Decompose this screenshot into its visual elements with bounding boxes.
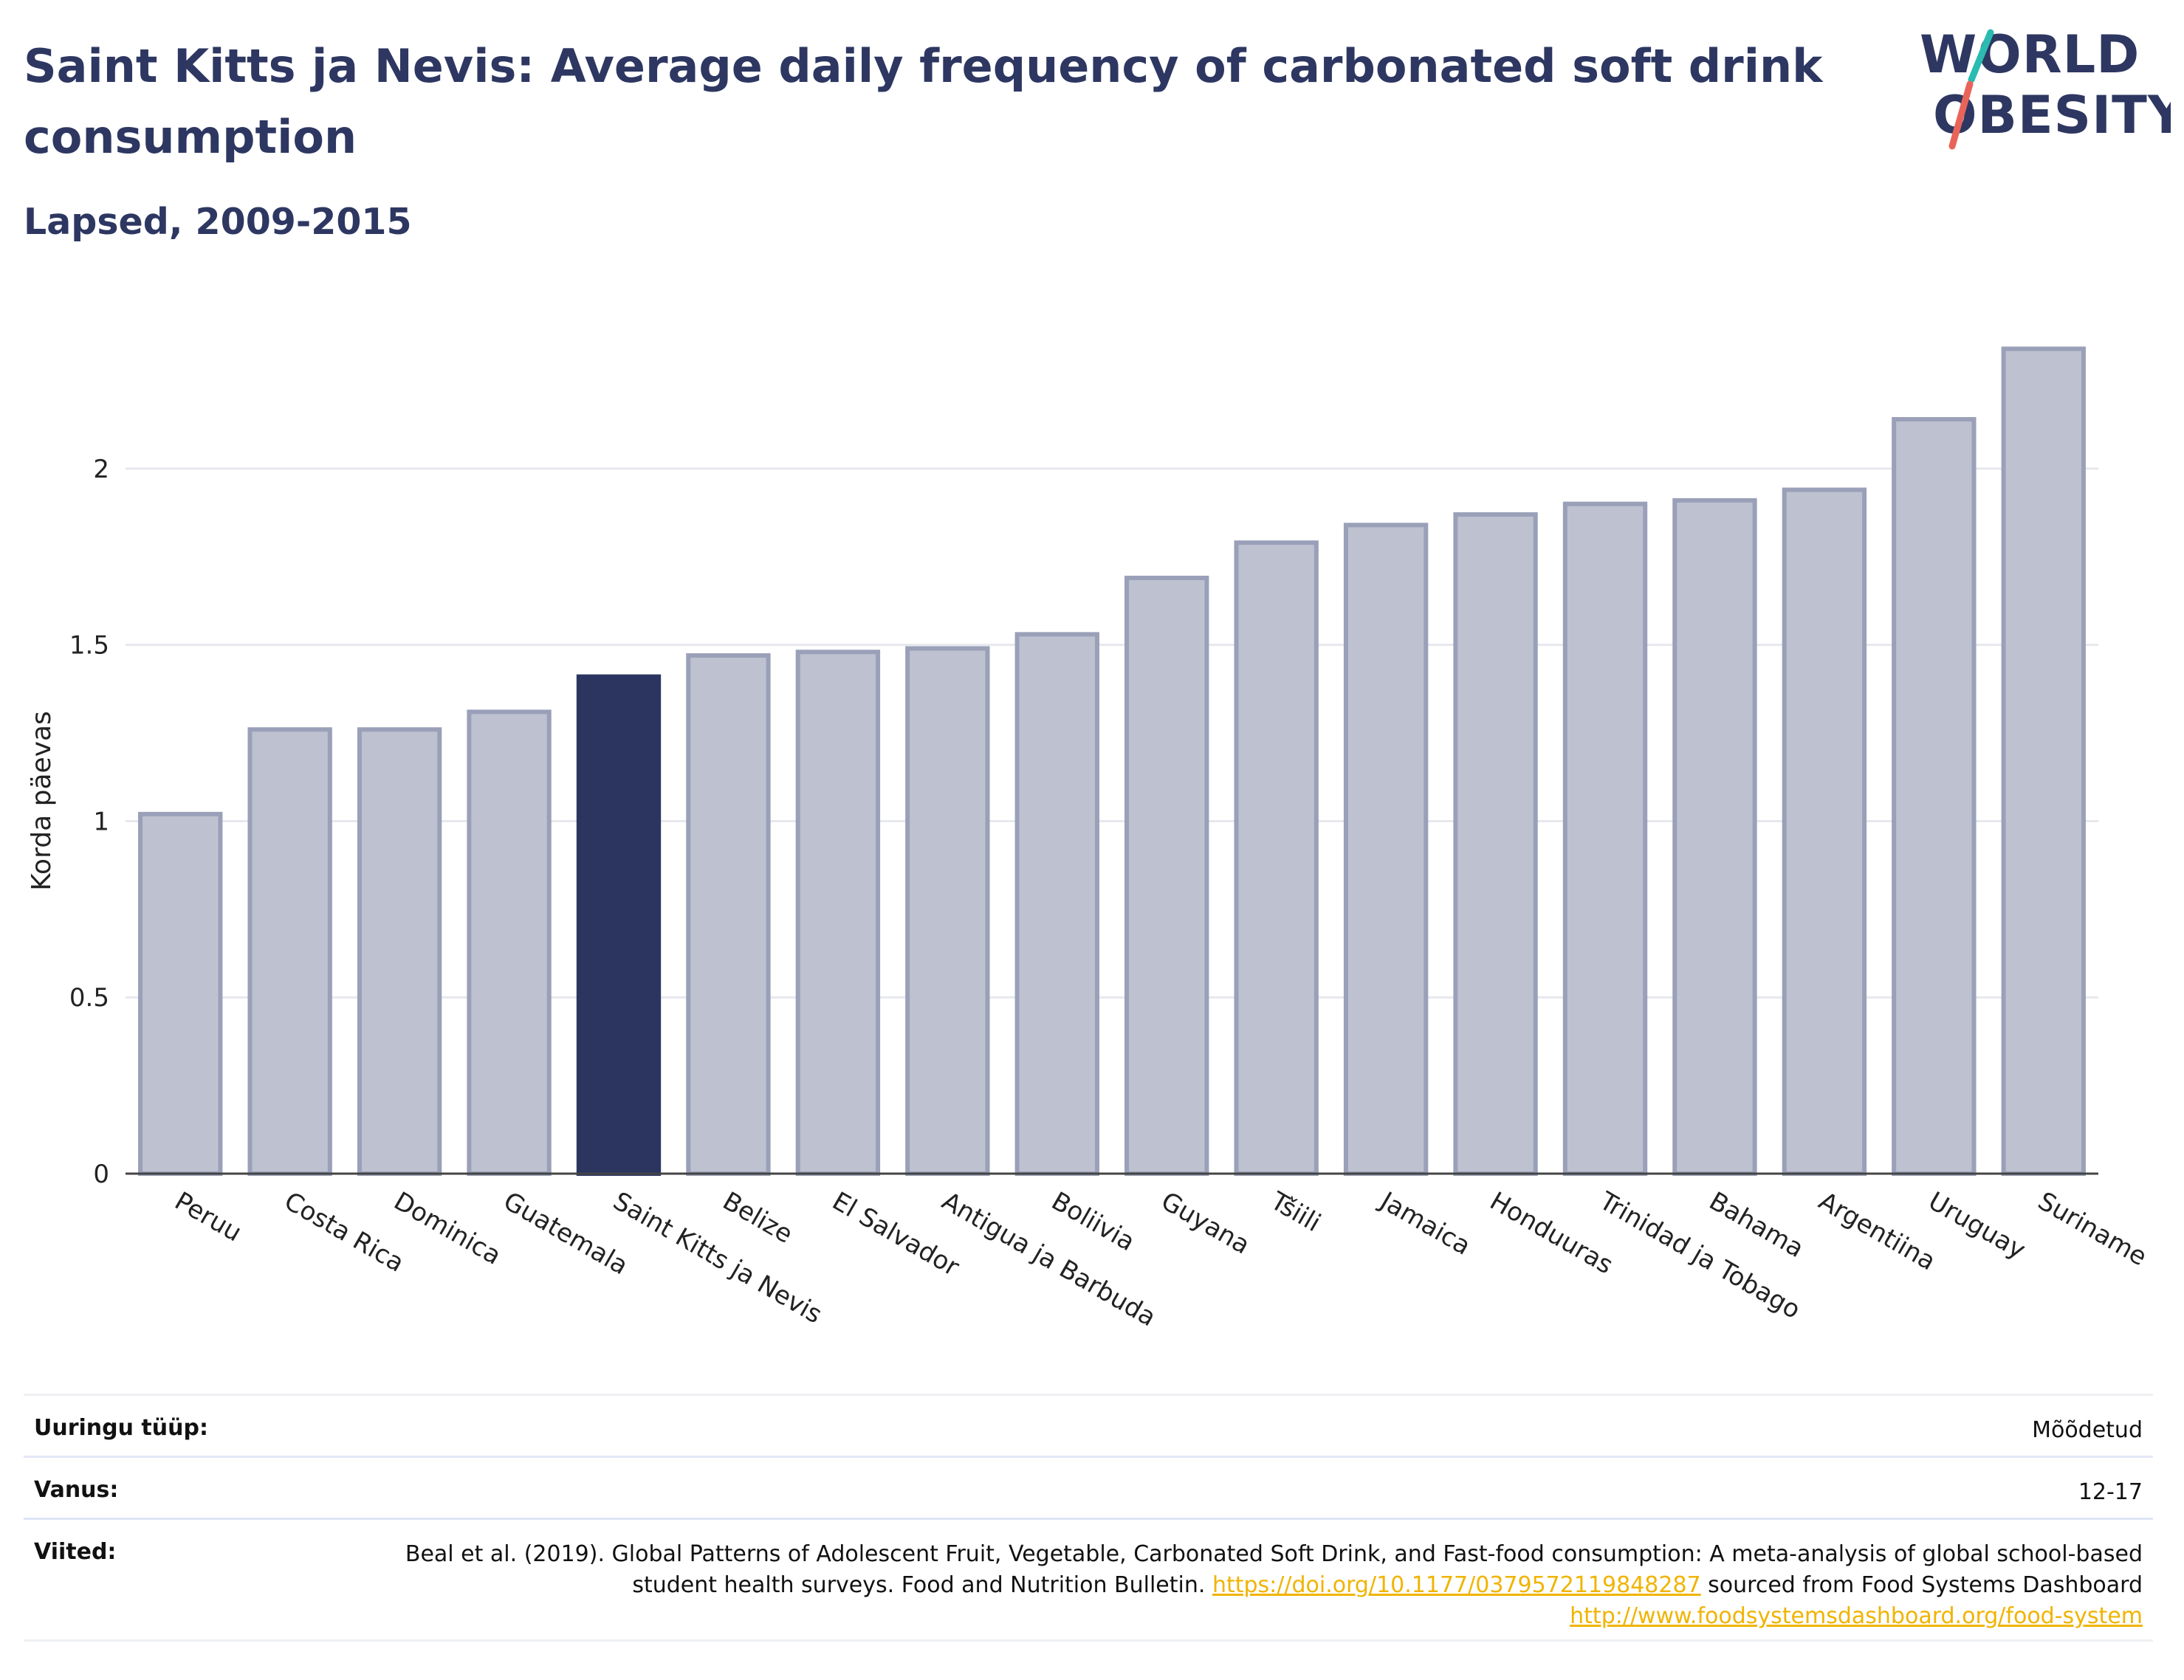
bar-saint-kitts-ja-nevis (576, 674, 662, 1176)
bar-boliivia (1014, 632, 1099, 1176)
x-category-label: Suriname (2033, 1186, 2152, 1272)
x-category-label: Argentiina (1813, 1186, 1940, 1276)
survey-type-label: Uuringu tüüp: (34, 1415, 208, 1441)
y-tick-label: 2 (93, 455, 109, 484)
x-category-label: Jamaica (1374, 1185, 1476, 1261)
bar-costa-rica (247, 727, 332, 1176)
info-row-references: Viited: Beal et al. (2019). Global Patte… (24, 1518, 2153, 1642)
x-category-label: Dominica (389, 1186, 506, 1271)
logo-word-obesity: OBESITY (1933, 85, 2171, 145)
x-category-label: Guyana (1156, 1186, 1255, 1260)
bar-t-iili (1234, 540, 1319, 1177)
bars (138, 346, 2086, 1177)
bar-antigua-ja-barbuda (905, 646, 990, 1176)
doi-link[interactable]: https://doi.org/10.1177/0379572119848287 (1212, 1572, 1701, 1598)
x-category-label: Peruu (170, 1186, 247, 1247)
bar-dominica (357, 727, 442, 1176)
bar-honduuras (1453, 512, 1538, 1176)
logo-slash-teal (1968, 29, 1994, 83)
bar-suriname (2001, 346, 2086, 1176)
x-category-label: Guatemala (498, 1186, 633, 1281)
world-obesity-logo: WORLD OBESITY (1920, 24, 2171, 150)
x-category-label: Costa Rica (279, 1186, 409, 1278)
bar-uruguay (1892, 417, 1977, 1176)
info-row-survey-type: Uuringu tüüp: Mõõdetud (24, 1394, 2153, 1456)
bar-peruu (138, 811, 223, 1176)
bar-el-salvador (795, 650, 881, 1176)
bar-guyana (1124, 575, 1209, 1176)
dashboard-link[interactable]: http://www.foodsystemsdashboard.org/food… (1570, 1603, 2143, 1629)
references-value: Beal et al. (2019). Global Patterns of A… (371, 1539, 2143, 1632)
references-label: Viited: (34, 1539, 117, 1565)
info-table: Uuringu tüüp: Mõõdetud Vanus: 12-17 Viit… (24, 1394, 2153, 1642)
x-category-label: Boliivia (1046, 1186, 1139, 1257)
y-tick-label: 1 (93, 807, 109, 836)
references-text-1: Beal et al. (2019). Global Patterns of A… (405, 1541, 2143, 1598)
x-category-label: Tšiili (1265, 1186, 1325, 1238)
bar-chart: 0 0.5 1 1.5 2 Peruu Costa RicaDominicaGuatema… (27, 346, 2152, 1332)
x-category-label: Uruguay (1923, 1186, 2030, 1265)
y-axis-label: Korda päevas (27, 711, 57, 891)
x-category-label: Saint Kitts ja Nevis (608, 1186, 827, 1329)
age-label: Vanus: (34, 1477, 119, 1503)
y-tick-label: 0.5 (69, 983, 109, 1013)
x-category-label: Trinidad ja Tobago (1594, 1186, 1805, 1325)
y-tick-labels: 0 0.5 1 1.5 2 (69, 455, 109, 1189)
bar-belize (686, 653, 771, 1176)
survey-type-value: Mõõdetud (2032, 1417, 2143, 1443)
bar-argentiina (1782, 487, 1867, 1176)
x-category-label: Honduuras (1485, 1186, 1618, 1280)
age-value: 12-17 (2078, 1479, 2143, 1505)
y-tick-label: 1.5 (69, 631, 109, 661)
logo-word-world: WORLD (1920, 24, 2140, 85)
chart-subtitle: Lapsed, 2009-2015 (24, 201, 412, 243)
bar-bahama (1672, 498, 1757, 1176)
logo-slash-coral (1948, 80, 1974, 150)
chart-title: Saint Kitts ja Nevis: Average daily freq… (24, 39, 1823, 164)
bar-jamaica (1343, 523, 1429, 1176)
info-row-age: Vanus: 12-17 (24, 1456, 2153, 1518)
grid-lines (126, 467, 2098, 999)
bar-guatemala (467, 709, 552, 1176)
y-tick-label: 0 (93, 1160, 109, 1189)
bar-trinidad-ja-tobago (1562, 501, 1648, 1176)
x-category-label: Belize (718, 1186, 797, 1250)
references-text-2: sourced from Food Systems Dashboard (1708, 1572, 2143, 1598)
